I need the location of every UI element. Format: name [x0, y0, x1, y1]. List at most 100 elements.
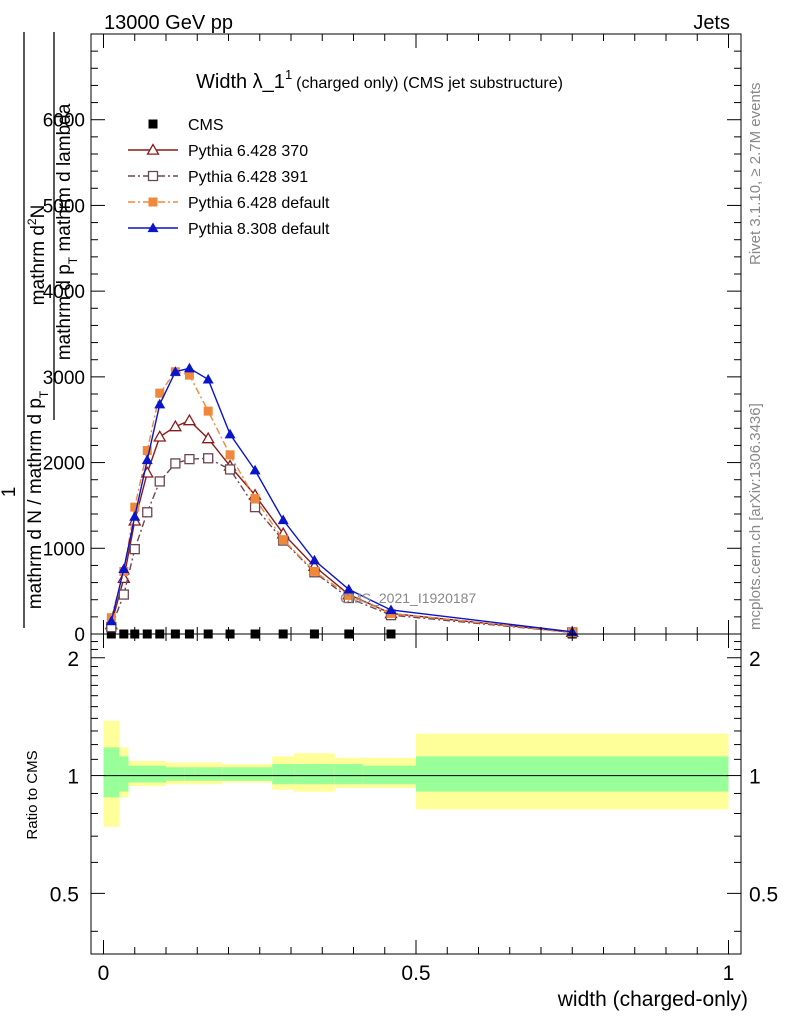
- ratio-band-inner: [334, 764, 363, 785]
- y-title-left-denominator: mathrm d N / mathrm d pT: [25, 390, 51, 609]
- data-point: [203, 453, 214, 464]
- legend-marker: [147, 222, 159, 233]
- ratio-y-tick-label: 2: [67, 648, 79, 671]
- data-point: [309, 566, 319, 576]
- x-tick-label: 0: [98, 962, 110, 985]
- x-axis-title: width (charged-only): [557, 988, 748, 1011]
- data-point: [155, 388, 165, 398]
- legend-entry: Pythia 8.308 default: [128, 221, 330, 238]
- y-title-top-den: mathrm d pT mathrm d lambda: [54, 103, 80, 360]
- ratio-band-inner: [237, 767, 273, 781]
- legend-entry: Pythia 6.428 default: [128, 195, 330, 212]
- ratio-band-inner: [103, 747, 120, 798]
- ratio-band-inner: [153, 765, 166, 783]
- legend-label: CMS: [188, 117, 224, 134]
- data-point: [118, 563, 130, 573]
- data-point: [154, 398, 166, 409]
- data-point: [129, 543, 140, 555]
- data-point: [118, 589, 129, 600]
- ratio-band-inner: [119, 756, 129, 792]
- ratio-y-tick-label-right: 1: [749, 766, 761, 789]
- ratio-band-inner: [222, 767, 238, 781]
- plot-title-sub: (charged only) (CMS jet substructure): [296, 75, 563, 92]
- data-point: [385, 604, 397, 615]
- data-point: [277, 514, 289, 525]
- energy-label: 13000 GeV pp: [104, 12, 233, 34]
- legend-marker: [148, 197, 158, 207]
- data-point: [154, 476, 165, 487]
- main-y-axis-title: mathrm d2N mathrm d pT mathrm d lambda 1…: [0, 32, 80, 628]
- plot-title-sup: 1: [285, 67, 292, 82]
- legend-entry: CMS: [148, 117, 224, 134]
- data-point: [184, 370, 194, 380]
- data-point: [203, 406, 213, 416]
- ratio-band-inner: [194, 767, 223, 781]
- plot-title: Width λ_11 (charged only) (CMS jet substr…: [196, 67, 563, 93]
- main-plot-panel: 0 1000 2000 3000 4000 5000 6000 Width λ_11 (cha…: [43, 33, 742, 646]
- legend-marker: [146, 143, 160, 155]
- data-point: [201, 431, 215, 444]
- data-point: [224, 428, 236, 439]
- y-tick-label: 6000: [43, 111, 85, 132]
- y-tick-label: 2000: [43, 454, 85, 475]
- data-point: [250, 494, 260, 504]
- y-tick-label: 3000: [43, 368, 85, 389]
- ratio-band-inner: [128, 765, 141, 783]
- analysis-watermark: CMS_2021_I1920187: [340, 590, 476, 606]
- data-point: [169, 366, 181, 376]
- ratio-y-axis-title: Ratio to CMS: [24, 750, 41, 839]
- ratio-band-inner: [416, 756, 729, 792]
- rivet-version-label: Rivet 3.1.10, ≥ 2.7M events: [747, 83, 764, 266]
- data-point: [170, 458, 181, 469]
- data-point: [224, 464, 236, 475]
- x-tick-label: 0.5: [401, 962, 430, 985]
- legend-label: Pythia 6.428 391: [188, 169, 308, 186]
- data-point: [183, 362, 195, 373]
- ratio-band-inner: [294, 764, 335, 785]
- data-point: [142, 507, 153, 518]
- ratio-y-tick-label-right: 2: [749, 648, 761, 671]
- data-point: [142, 446, 152, 456]
- data-point: [308, 554, 320, 565]
- ratio-y-tick-label-right: 0.5: [749, 883, 778, 906]
- legend-label: Pythia 6.428 default: [188, 195, 330, 212]
- y-tick-label: 4000: [43, 282, 85, 303]
- data-point: [141, 454, 153, 465]
- y-title-top-numerator: mathrm d2N: [25, 205, 49, 306]
- ratio-band-inner: [166, 767, 185, 781]
- y-tick-label: 1000: [43, 539, 85, 560]
- ratio-band-inner: [184, 767, 195, 781]
- data-point: [129, 511, 141, 521]
- data-point: [153, 430, 167, 442]
- ratio-y-tick-label: 0.5: [50, 883, 79, 906]
- data-point: [184, 453, 195, 465]
- ratio-band-inner: [141, 765, 154, 783]
- series-line: [110, 457, 573, 634]
- data-point: [344, 590, 354, 600]
- process-label: Jets: [693, 12, 730, 34]
- data-point: [225, 450, 235, 460]
- legend-marker: [148, 119, 158, 129]
- data-point: [343, 583, 355, 594]
- data-point: [202, 373, 214, 384]
- data-point: [182, 413, 197, 426]
- legend-marker: [147, 170, 159, 182]
- x-tick-label: 1: [723, 962, 735, 985]
- plot-title-main: Width λ_1: [196, 71, 285, 93]
- legend: CMS Pythia 6.428 370 Pythia 6.428 391 Pythi…: [128, 117, 330, 238]
- ratio-band-inner: [272, 764, 295, 785]
- legend-label: Pythia 8.308 default: [188, 221, 330, 238]
- ratio-y-tick-label: 1: [67, 766, 79, 789]
- legend-entry: Pythia 6.428 370: [128, 143, 308, 160]
- ratio-plot-panel: 0.5 0.5 1 1 2 2 0 0.5 1 Ratio to CMS width (char…: [24, 633, 778, 1011]
- data-point: [278, 535, 288, 545]
- data-point: [130, 502, 140, 512]
- y-tick-label: 5000: [43, 196, 85, 217]
- mcplots-label: mcplots.cern.ch [arXiv:1306.3436]: [747, 403, 764, 630]
- data-point: [105, 615, 117, 626]
- series-2: [106, 453, 578, 638]
- data-point: [168, 419, 182, 432]
- legend-entry: Pythia 6.428 391: [128, 169, 308, 186]
- y-tick-label: 0: [74, 625, 85, 646]
